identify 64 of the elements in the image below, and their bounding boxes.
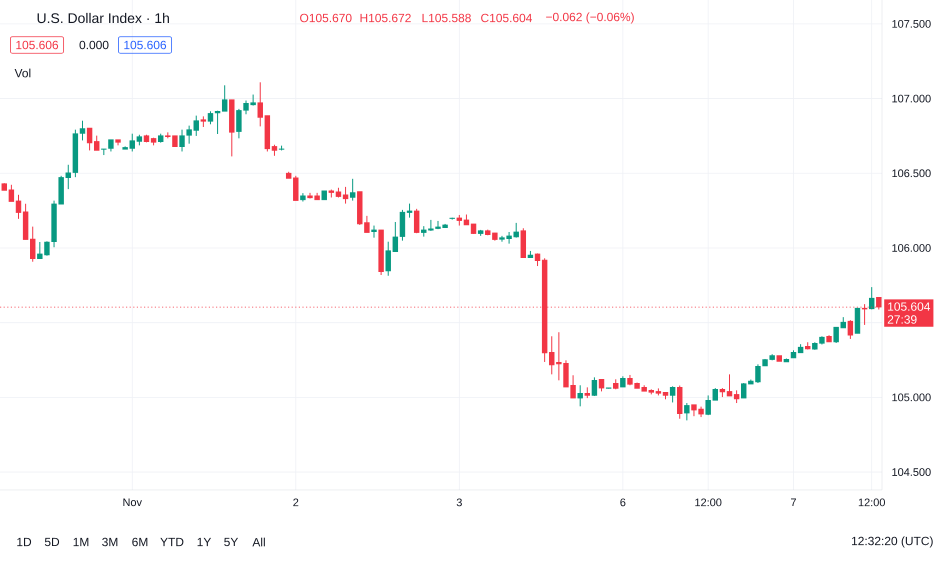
candlestick xyxy=(208,110,214,125)
candlestick xyxy=(414,208,420,234)
candlestick xyxy=(322,190,327,200)
x-tick-label: 3 xyxy=(456,498,462,506)
x-tick-label: 6 xyxy=(620,498,626,506)
x-tick-label: Nov xyxy=(123,498,142,506)
candlestick xyxy=(627,374,633,386)
candlestick xyxy=(406,203,412,218)
candlestick xyxy=(470,223,476,234)
candlestick xyxy=(848,320,854,340)
text: 3M xyxy=(102,538,118,546)
candlestick xyxy=(200,116,206,128)
text: 5D xyxy=(44,538,60,546)
candlestick xyxy=(670,386,676,403)
candlestick xyxy=(698,406,704,418)
candlestick xyxy=(868,286,874,310)
y-tick-label: 106.500 xyxy=(892,169,931,178)
y-tick-label: 107.000 xyxy=(892,94,931,102)
candlestick xyxy=(592,376,598,397)
y-tick-label: 104.500 xyxy=(892,468,931,476)
annotation: −0.062 (−0.06%) xyxy=(546,12,634,24)
annotation: O105.670 xyxy=(300,14,352,22)
candlestick xyxy=(371,225,377,238)
x-tick-label: 2 xyxy=(293,498,298,506)
candlestick xyxy=(598,378,604,392)
text: 1M xyxy=(74,538,88,546)
x-tick-label: 12:00 xyxy=(695,498,722,506)
candlestick xyxy=(613,378,618,390)
candlestick xyxy=(577,384,583,407)
annotation: C105.604 xyxy=(481,14,532,22)
candlestick xyxy=(16,194,22,220)
candlestick xyxy=(691,404,697,417)
text: U.S. Dollar Index · 1h xyxy=(38,12,169,24)
candlestick xyxy=(342,186,348,204)
candlestick xyxy=(620,376,626,388)
text: 27:39 xyxy=(888,315,917,324)
candlestick xyxy=(236,108,242,139)
text: All xyxy=(252,538,265,546)
annotation: 105.606 xyxy=(124,40,166,50)
x-tick-label: 12:00 xyxy=(858,498,885,506)
text: 6M xyxy=(132,538,148,546)
candlestick xyxy=(726,374,732,397)
text: YTD xyxy=(160,538,184,546)
y-tick-label: 107.500 xyxy=(892,20,931,28)
text: 5Y xyxy=(224,538,238,546)
candlestick xyxy=(570,374,576,399)
annotation: Vol xyxy=(14,68,30,78)
candlestick xyxy=(734,390,740,404)
ref-line-label: 105.604 xyxy=(888,302,930,311)
y-tick-label: 106.000 xyxy=(892,244,931,252)
candlestick xyxy=(80,120,86,141)
candlestick xyxy=(584,386,590,399)
text: 1Y xyxy=(198,538,212,546)
x-tick-label: 7 xyxy=(791,498,796,506)
candlestick xyxy=(350,178,356,202)
y-tick-label: 105.000 xyxy=(892,393,931,402)
candlestick xyxy=(179,129,185,152)
text: 12:32:20 (UTC) xyxy=(852,536,933,548)
annotation: H105.672 xyxy=(360,14,411,22)
annotation: 0.000 xyxy=(80,40,108,50)
candlestick xyxy=(684,402,690,421)
annotation: 105.606 xyxy=(16,40,58,50)
annotation: L105.588 xyxy=(422,14,471,22)
text: 1D xyxy=(17,538,32,546)
